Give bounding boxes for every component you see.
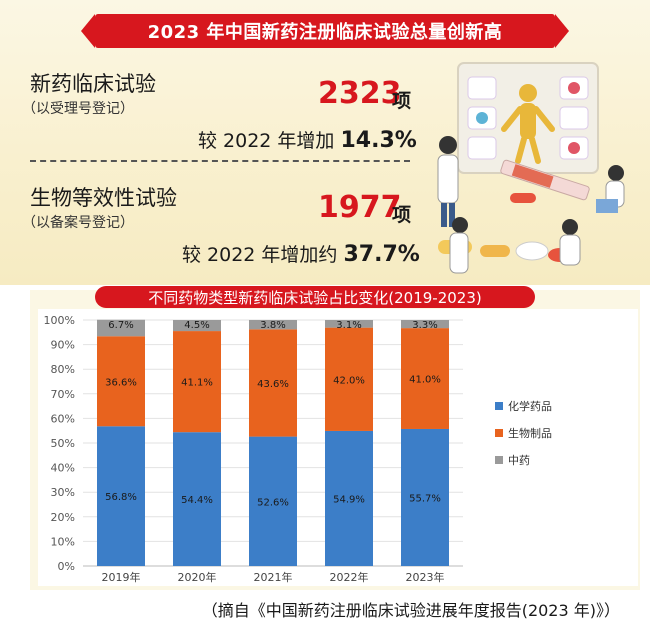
data-label: 41.0% xyxy=(409,375,441,386)
stat-number-bioequivalence: 1977 xyxy=(318,190,402,225)
bar-segment xyxy=(97,426,145,566)
stat-increase-value: 14.3% xyxy=(340,128,417,153)
bar-segment xyxy=(325,320,373,328)
data-label: 3.1% xyxy=(336,320,361,331)
doctor-figure-illustration xyxy=(437,136,469,274)
x-tick-label: 2021年 xyxy=(254,570,293,584)
stat-subtitle-bioequivalence: （以备案号登记） xyxy=(22,215,134,231)
legend-swatch xyxy=(495,429,503,437)
bar-segment xyxy=(97,319,145,337)
chart-svg: 0% 10% 20% 30% 40% 50% 60% 70% 80% 90% 100% 56.8% 3… xyxy=(44,314,552,584)
data-label: 6.7% xyxy=(108,320,133,331)
syringe-illustration xyxy=(500,159,590,201)
y-tick-label: 50% xyxy=(51,437,75,450)
stat-title-bioequivalence: 生物等效性试验 xyxy=(30,186,177,210)
y-tick-label: 0% xyxy=(58,560,75,573)
data-label: 3.3% xyxy=(412,320,437,331)
data-label: 42.0% xyxy=(333,375,365,386)
dashed-divider xyxy=(30,160,410,162)
bar-segment xyxy=(173,432,221,566)
y-axis: 0% 10% 20% 30% 40% 50% 60% 70% 80% 90% 100% xyxy=(44,314,463,573)
stat-increase-prefix: 较 2022 年增加 xyxy=(198,130,335,152)
y-tick-label: 80% xyxy=(51,363,75,376)
bar-segment xyxy=(401,320,449,329)
stat-unit-new-drug: 项 xyxy=(392,90,412,112)
legend-label: 化学药品 xyxy=(508,399,552,413)
data-label: 52.6% xyxy=(257,497,289,508)
data-label: 43.6% xyxy=(257,379,289,390)
x-tick-label: 2020年 xyxy=(178,570,217,584)
bar-segment xyxy=(97,336,145,427)
bar-segment xyxy=(401,428,449,566)
legend-swatch xyxy=(495,402,503,410)
bar-segment xyxy=(249,320,297,330)
page-title: 2023 年中国新药注册临床试验总量创新高 xyxy=(81,14,569,48)
y-tick-label: 70% xyxy=(51,388,75,401)
anatomy-board-illustration xyxy=(457,62,599,174)
legend-label: 生物制品 xyxy=(508,426,552,440)
y-tick-label: 60% xyxy=(51,412,75,425)
chart-title: 不同药物类型新药临床试验占比变化(2019-2023) xyxy=(95,286,535,308)
x-tick-label: 2022年 xyxy=(330,570,369,584)
data-label: 56.8% xyxy=(105,492,137,503)
y-tick-label: 90% xyxy=(51,339,75,352)
stacked-bar-chart: 0% 10% 20% 30% 40% 50% 60% 70% 80% 90% 100% 56.8% 3… xyxy=(38,309,638,586)
bar-segment xyxy=(249,329,297,437)
chart-bars: 56.8% 36.6% 6.7% 54.4% 41.1% 4.5% 52.6% 43.6% 3.… xyxy=(97,319,449,566)
bar-segment xyxy=(173,331,221,433)
data-label: 54.4% xyxy=(181,495,213,506)
stat-number-new-drug: 2323 xyxy=(318,76,402,111)
data-label: 41.1% xyxy=(181,378,213,389)
data-label: 4.5% xyxy=(184,320,209,331)
bar-segment xyxy=(173,320,221,332)
stat-title-new-drug: 新药临床试验 xyxy=(30,72,156,96)
x-tick-label: 2023年 xyxy=(406,570,445,584)
source-citation: （摘自《中国新药注册临床试验进展年度报告(2023 年)》） xyxy=(201,601,620,620)
bar-segment xyxy=(249,436,297,566)
researcher-figure-illustration xyxy=(559,165,625,266)
bar-segment xyxy=(325,327,373,431)
y-tick-label: 40% xyxy=(51,462,75,475)
stat-increase-value: 37.7% xyxy=(343,242,420,267)
data-label: 3.8% xyxy=(260,320,285,331)
legend-swatch xyxy=(495,456,503,464)
data-label: 55.7% xyxy=(409,493,441,504)
data-label: 54.9% xyxy=(333,494,365,505)
bar-segment xyxy=(401,328,449,429)
y-tick-label: 30% xyxy=(51,486,75,499)
x-tick-label: 2019年 xyxy=(102,570,141,584)
stat-increase-prefix: 较 2022 年增加约 xyxy=(182,244,338,266)
medical-illustration xyxy=(437,62,625,274)
stat-subtitle-new-drug: （以受理号登记） xyxy=(22,101,134,117)
y-tick-label: 10% xyxy=(51,535,75,548)
stat-increase-bioequivalence: 较 2022 年增加约 37.7% xyxy=(182,240,420,267)
y-tick-label: 100% xyxy=(44,314,75,327)
chart-title-text: 不同药物类型新药临床试验占比变化(2019-2023) xyxy=(148,288,482,307)
stat-unit-bioequivalence: 项 xyxy=(392,204,412,226)
stat-increase-new-drug: 较 2022 年增加 14.3% xyxy=(198,126,417,153)
bar-segment xyxy=(325,430,373,566)
data-label: 36.6% xyxy=(105,377,137,388)
x-axis: 2019年 2020年 2021年 2022年 2023年 xyxy=(102,570,445,584)
y-tick-label: 20% xyxy=(51,511,75,524)
page-title-text: 2023 年中国新药注册临床试验总量创新高 xyxy=(147,22,503,43)
legend-label: 中药 xyxy=(508,454,530,467)
